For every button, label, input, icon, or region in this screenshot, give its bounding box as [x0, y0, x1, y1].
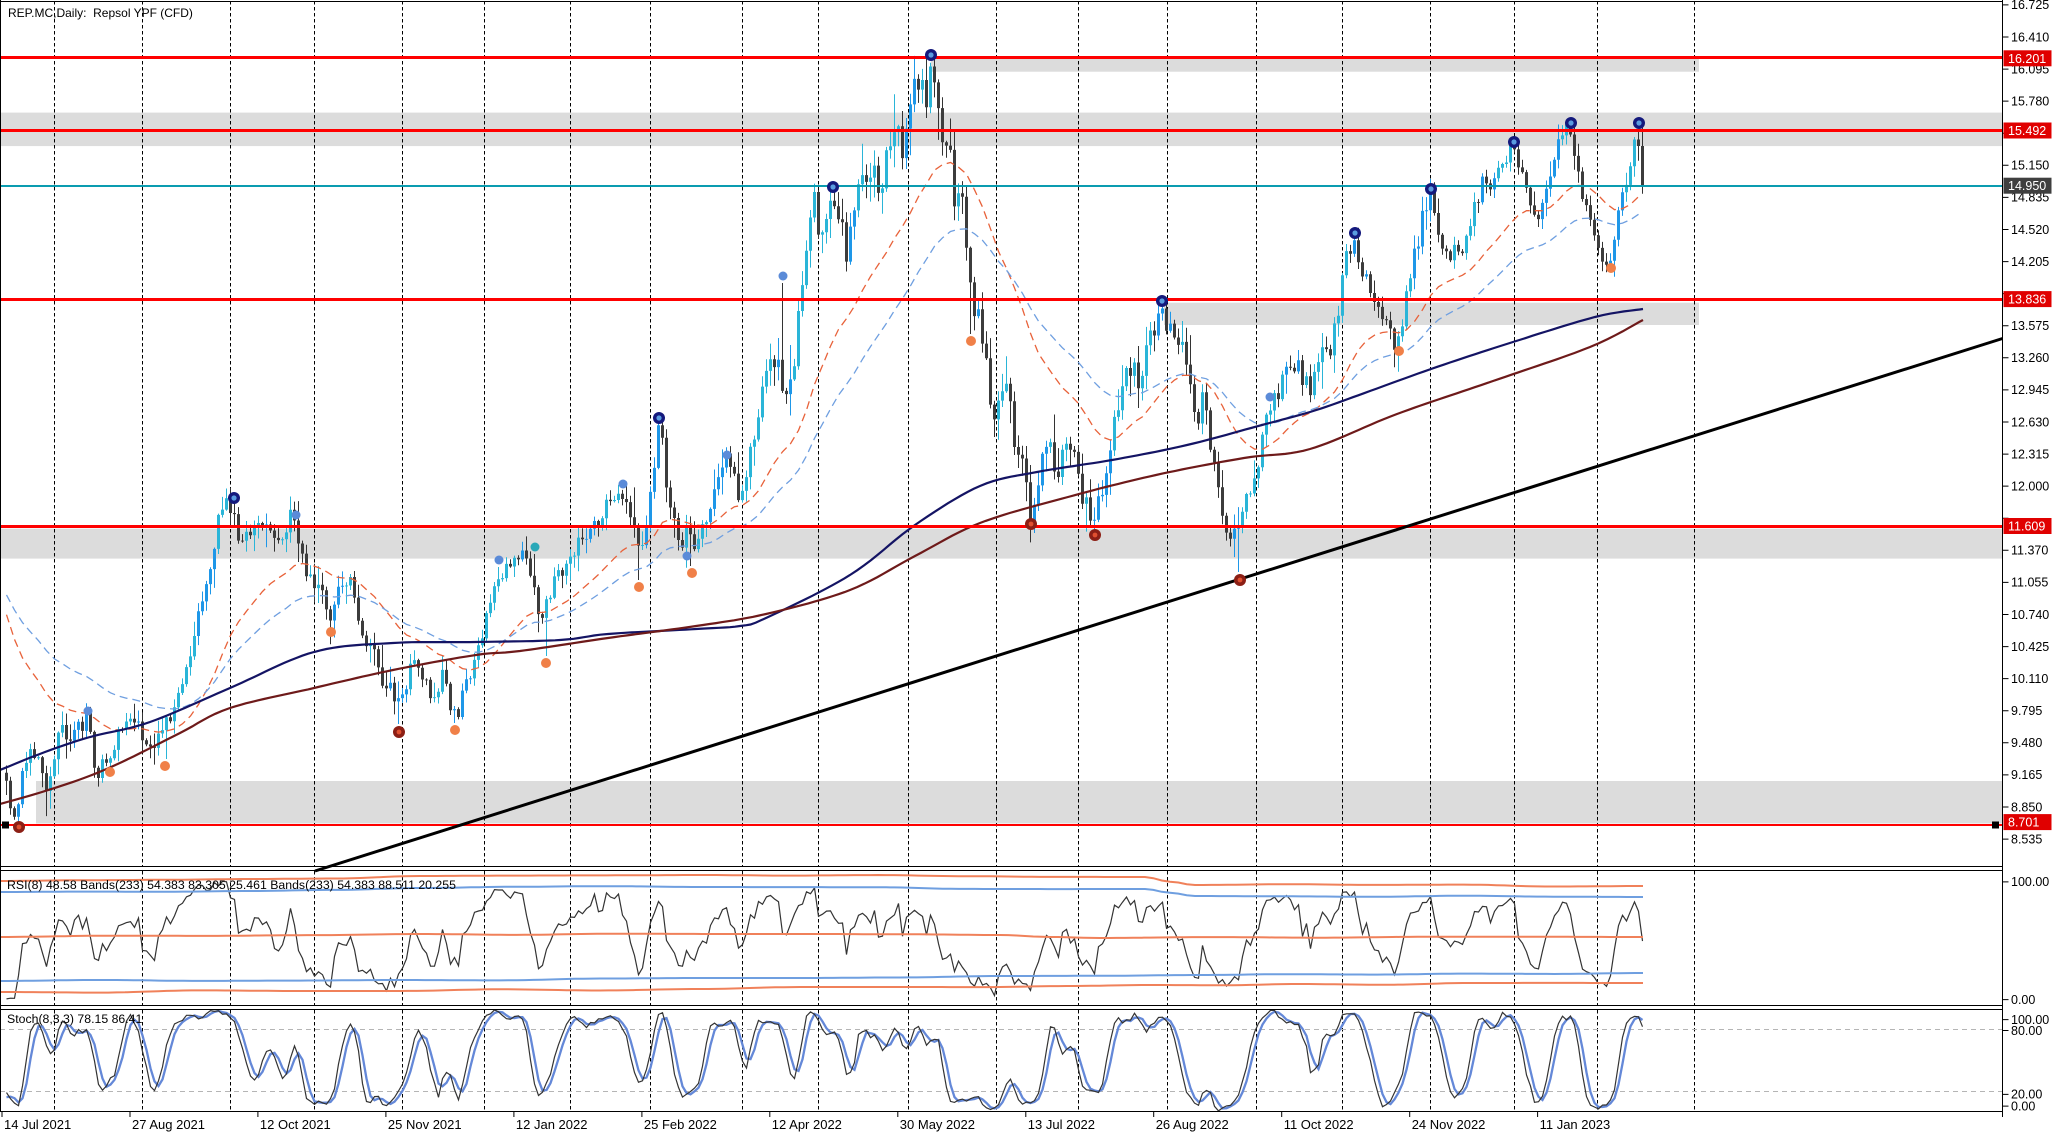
- svg-text:11.055: 11.055: [2011, 576, 2048, 590]
- svg-text:14.835: 14.835: [2011, 191, 2049, 205]
- svg-text:12.000: 12.000: [2011, 479, 2049, 493]
- svg-text:9.795: 9.795: [2011, 704, 2042, 718]
- svg-text:30 May 2022: 30 May 2022: [900, 1117, 975, 1132]
- svg-text:9.480: 9.480: [2011, 736, 2042, 750]
- svg-text:12 Apr 2022: 12 Apr 2022: [772, 1117, 842, 1132]
- svg-text:13 Jul 2022: 13 Jul 2022: [1028, 1117, 1095, 1132]
- svg-text:25 Nov 2021: 25 Nov 2021: [388, 1117, 462, 1132]
- svg-text:11 Oct 2022: 11 Oct 2022: [1284, 1117, 1354, 1132]
- svg-text:10.425: 10.425: [2011, 640, 2049, 654]
- svg-text:10.740: 10.740: [2011, 608, 2049, 622]
- svg-text:15.150: 15.150: [2011, 159, 2049, 173]
- svg-text:11.370: 11.370: [2011, 544, 2048, 558]
- svg-text:27 Aug 2021: 27 Aug 2021: [132, 1117, 205, 1132]
- svg-text:24 Nov 2022: 24 Nov 2022: [1412, 1117, 1486, 1132]
- svg-text:16.201: 16.201: [2008, 52, 2046, 66]
- svg-text:14.520: 14.520: [2011, 223, 2049, 237]
- svg-text:16.410: 16.410: [2011, 30, 2049, 44]
- svg-text:10.110: 10.110: [2011, 672, 2048, 686]
- svg-text:RSI(8) 48.58 Bands(233) 54.383: RSI(8) 48.58 Bands(233) 54.383 83.305 25…: [7, 878, 456, 892]
- svg-text:Stoch(8,3,3) 78.15 86.41: Stoch(8,3,3) 78.15 86.41: [7, 1012, 143, 1026]
- svg-text:0.00: 0.00: [2011, 1099, 2035, 1113]
- svg-text:REP.MC,Daily: Repsol YPF (CFD: REP.MC,Daily: Repsol YPF (CFD): [8, 6, 193, 20]
- svg-text:11 Jan 2023: 11 Jan 2023: [1540, 1117, 1611, 1132]
- svg-text:15.780: 15.780: [2011, 94, 2049, 108]
- svg-text:15.492: 15.492: [2008, 124, 2046, 138]
- svg-text:12 Oct 2021: 12 Oct 2021: [260, 1117, 331, 1132]
- svg-text:8.535: 8.535: [2011, 832, 2042, 846]
- svg-text:25 Feb 2022: 25 Feb 2022: [644, 1117, 717, 1132]
- svg-text:12 Jan 2022: 12 Jan 2022: [516, 1117, 588, 1132]
- svg-text:11.609: 11.609: [2008, 520, 2045, 534]
- svg-text:26 Aug 2022: 26 Aug 2022: [1156, 1117, 1229, 1132]
- svg-text:80.00: 80.00: [2011, 1024, 2042, 1038]
- svg-text:12.945: 12.945: [2011, 383, 2049, 397]
- svg-text:13.575: 13.575: [2011, 319, 2049, 333]
- svg-text:100.00: 100.00: [2011, 1013, 2049, 1027]
- svg-text:20.00: 20.00: [2011, 1088, 2042, 1102]
- svg-text:14.950: 14.950: [2008, 179, 2046, 193]
- svg-text:0.00: 0.00: [2011, 993, 2035, 1007]
- svg-text:13.836: 13.836: [2008, 293, 2046, 307]
- svg-text:8.701: 8.701: [2008, 816, 2039, 830]
- svg-text:16.725: 16.725: [2011, 0, 2049, 12]
- svg-text:13.260: 13.260: [2011, 351, 2049, 365]
- svg-text:100.00: 100.00: [2011, 875, 2049, 889]
- svg-text:12.630: 12.630: [2011, 415, 2049, 429]
- svg-text:14.205: 14.205: [2011, 255, 2049, 269]
- svg-text:8.850: 8.850: [2011, 800, 2042, 814]
- svg-text:12.315: 12.315: [2011, 447, 2049, 461]
- svg-text:14 Jul 2021: 14 Jul 2021: [4, 1117, 71, 1132]
- svg-text:9.165: 9.165: [2011, 768, 2042, 782]
